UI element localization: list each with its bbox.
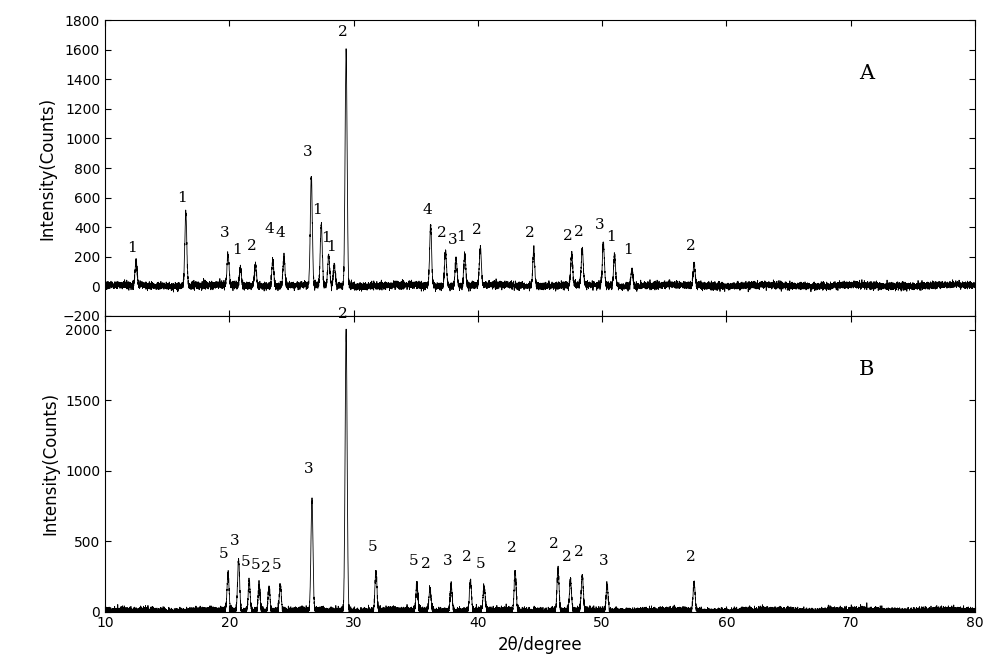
Text: 3: 3 <box>443 554 452 568</box>
Text: 4: 4 <box>275 226 285 241</box>
Text: 2: 2 <box>574 225 583 239</box>
Text: 3: 3 <box>220 226 229 241</box>
Text: 1: 1 <box>326 241 336 255</box>
Text: 2: 2 <box>549 537 559 551</box>
Text: 3: 3 <box>448 233 457 247</box>
Text: 3: 3 <box>303 462 313 476</box>
Text: 1: 1 <box>623 243 633 257</box>
Text: 2: 2 <box>472 222 481 237</box>
Text: 2: 2 <box>437 226 447 241</box>
Text: A: A <box>859 64 874 83</box>
Text: 5: 5 <box>241 555 250 569</box>
Text: 1: 1 <box>606 230 616 244</box>
Text: 1: 1 <box>127 241 137 255</box>
Text: 2: 2 <box>563 229 573 243</box>
Text: 3: 3 <box>229 534 239 548</box>
Text: 2: 2 <box>247 239 257 253</box>
Text: 2: 2 <box>507 541 516 555</box>
Text: 1: 1 <box>456 230 466 244</box>
Y-axis label: Intensity(Counts): Intensity(Counts) <box>39 97 57 239</box>
Text: 5: 5 <box>476 556 485 571</box>
Text: 3: 3 <box>599 554 608 568</box>
Text: 2: 2 <box>574 546 583 559</box>
Text: 2: 2 <box>686 239 695 253</box>
Text: 5: 5 <box>272 558 281 572</box>
Text: 5: 5 <box>251 558 260 572</box>
Text: 1: 1 <box>232 243 242 257</box>
Text: 5: 5 <box>219 547 229 561</box>
Text: 2: 2 <box>421 556 431 571</box>
Text: 4: 4 <box>264 222 274 236</box>
Text: 2: 2 <box>462 550 472 564</box>
Text: 2: 2 <box>686 550 695 564</box>
Text: 3: 3 <box>595 218 604 232</box>
Text: 4: 4 <box>422 203 432 217</box>
X-axis label: 2θ/degree: 2θ/degree <box>498 636 582 654</box>
Text: 2: 2 <box>338 308 347 321</box>
Text: 5: 5 <box>367 540 377 554</box>
Text: 1: 1 <box>321 231 330 245</box>
Text: 1: 1 <box>177 191 187 205</box>
Text: 3: 3 <box>303 145 312 159</box>
Text: 1: 1 <box>312 203 322 217</box>
Y-axis label: Intensity(Counts): Intensity(Counts) <box>41 392 59 535</box>
Text: 2: 2 <box>525 226 535 240</box>
Text: 5: 5 <box>408 554 418 568</box>
Text: 2: 2 <box>260 561 270 575</box>
Text: B: B <box>859 360 874 378</box>
Text: 2: 2 <box>338 26 348 40</box>
Text: 2: 2 <box>562 550 572 564</box>
